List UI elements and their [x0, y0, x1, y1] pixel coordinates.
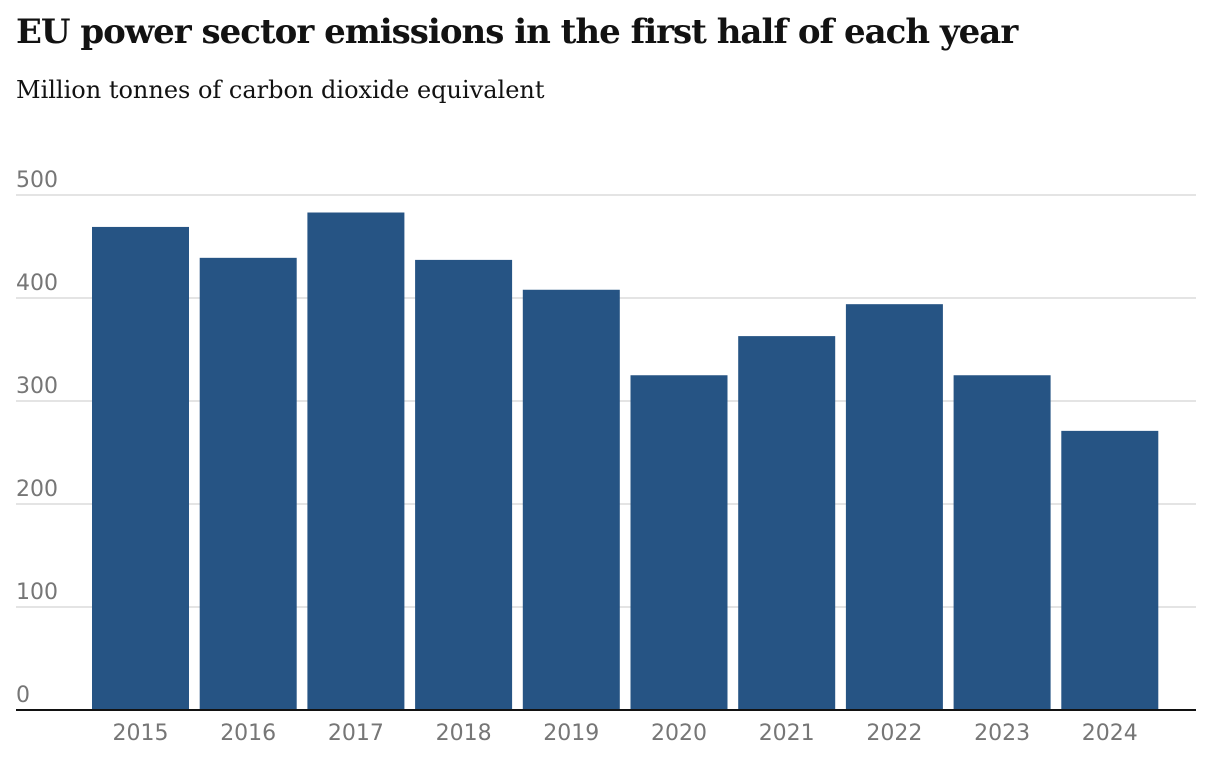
y-tick-label-300: 300: [16, 374, 58, 399]
y-tick-label-100: 100: [16, 580, 58, 605]
x-tick-label-2018: 2018: [436, 721, 492, 746]
x-tick-label-2019: 2019: [543, 721, 599, 746]
bar-2019: [522, 289, 620, 710]
bar-2015: [92, 226, 189, 710]
bar-2023: [953, 375, 1051, 710]
bar-2017: [307, 212, 405, 710]
y-tick-label-500: 500: [16, 168, 58, 193]
chart-subtitle: Million tonnes of carbon dioxide equival…: [16, 76, 545, 104]
bar-2020: [630, 375, 728, 710]
x-tick-label-2024: 2024: [1082, 721, 1138, 746]
x-tick-label-2022: 2022: [866, 721, 922, 746]
y-tick-label-0: 0: [16, 683, 30, 708]
bar-2021: [738, 336, 836, 710]
bar-2018: [415, 259, 513, 710]
x-tick-label-2017: 2017: [328, 721, 384, 746]
bar-2022: [845, 304, 943, 710]
x-tick-label-2023: 2023: [974, 721, 1030, 746]
x-tick-label-2020: 2020: [651, 721, 707, 746]
y-tick-label-200: 200: [16, 477, 58, 502]
x-tick-label-2015: 2015: [113, 721, 169, 746]
bar-2024: [1061, 430, 1159, 710]
bar-2016: [199, 257, 297, 710]
x-tick-label-2016: 2016: [220, 721, 276, 746]
y-tick-label-400: 400: [16, 271, 58, 296]
x-tick-label-2021: 2021: [759, 721, 815, 746]
chart-title: EU power sector emissions in the first h…: [16, 12, 1018, 52]
